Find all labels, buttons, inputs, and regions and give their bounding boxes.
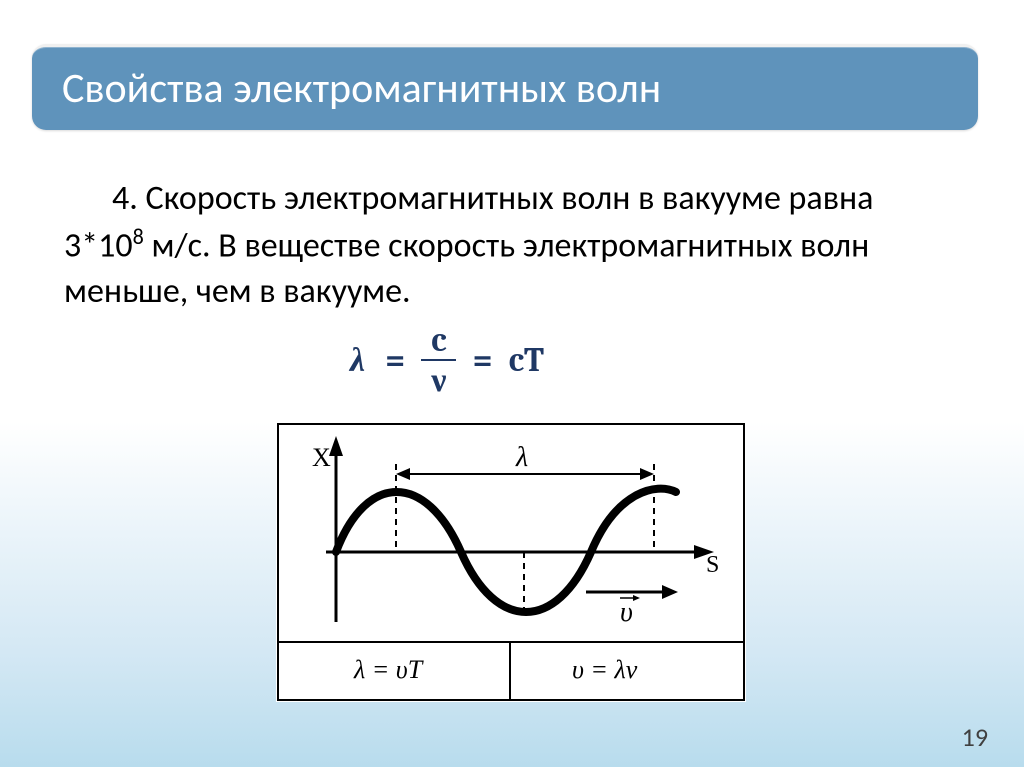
wavelength-formula: λ = c ν = cT bbox=[350, 323, 544, 397]
fraction-numerator: c bbox=[421, 323, 456, 359]
equals-2: = bbox=[473, 340, 493, 380]
lambda-symbol: λ bbox=[350, 340, 365, 380]
slide-title: Свойства электромагнитных волн bbox=[62, 63, 661, 114]
wave-diagram: X S λ υ λ = υT υ = λν bbox=[276, 422, 746, 702]
fraction: c ν bbox=[421, 323, 456, 397]
body-part2: м/с. В веществе скорость электромагнитны… bbox=[64, 225, 869, 312]
x-axis-label: S bbox=[706, 552, 719, 578]
exponent: 8 bbox=[133, 223, 144, 250]
diagram-eq-left: λ = υT bbox=[353, 655, 424, 684]
item-number: 4. bbox=[112, 178, 138, 219]
equals-1: = bbox=[385, 340, 405, 380]
diagram-eq-right: υ = λν bbox=[572, 655, 638, 684]
lambda-label: λ bbox=[515, 442, 528, 473]
page-number: 19 bbox=[962, 721, 988, 753]
title-bar: Свойства электромагнитных волн bbox=[32, 44, 978, 130]
rhs: cT bbox=[509, 340, 544, 380]
y-axis-label: X bbox=[312, 443, 331, 472]
body-text: 4. Скорость электромагнитных волн в ваку… bbox=[64, 176, 944, 315]
fraction-denominator: ν bbox=[421, 359, 456, 397]
velocity-label: υ bbox=[620, 597, 633, 628]
